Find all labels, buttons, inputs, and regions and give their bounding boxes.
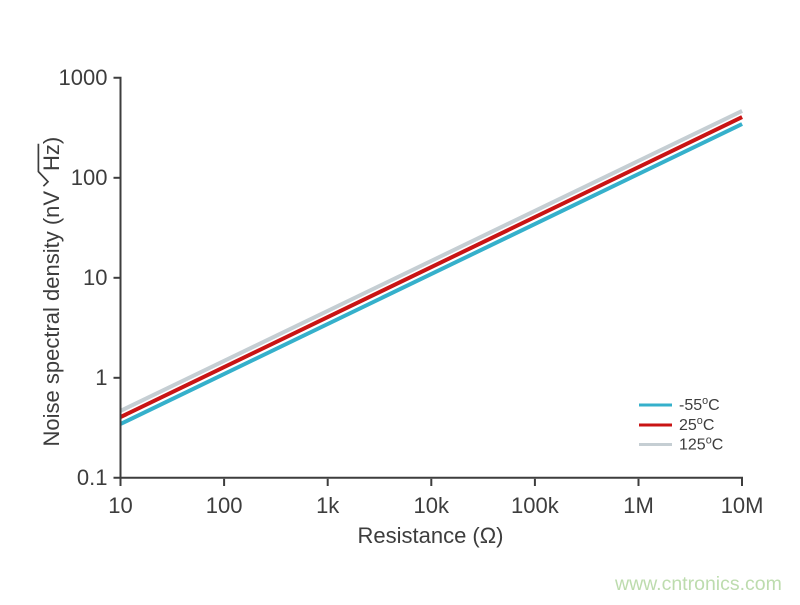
- svg-text:www.cntronics.com: www.cntronics.com: [614, 573, 782, 595]
- svg-text:Resistance (Ω): Resistance (Ω): [357, 523, 503, 548]
- svg-text:Noise spectral density (nV: Noise spectral density (nV: [39, 191, 64, 447]
- svg-text:10: 10: [83, 265, 107, 290]
- svg-text:25oC: 25oC: [679, 415, 714, 434]
- svg-text:10M: 10M: [721, 493, 764, 518]
- svg-text:1: 1: [95, 365, 107, 390]
- svg-text:100: 100: [71, 165, 108, 190]
- svg-text:100k: 100k: [511, 493, 560, 518]
- svg-text:1000: 1000: [59, 65, 108, 90]
- svg-text:125oC: 125oC: [679, 435, 723, 454]
- svg-text:100: 100: [206, 493, 243, 518]
- svg-text:-55oC: -55oC: [679, 395, 720, 414]
- svg-text:0.1: 0.1: [77, 465, 108, 490]
- svg-text:1k: 1k: [316, 493, 340, 518]
- svg-text:1M: 1M: [623, 493, 654, 518]
- svg-text:10k: 10k: [414, 493, 450, 518]
- svg-text:Hz): Hz): [39, 137, 64, 171]
- svg-text:10: 10: [108, 493, 132, 518]
